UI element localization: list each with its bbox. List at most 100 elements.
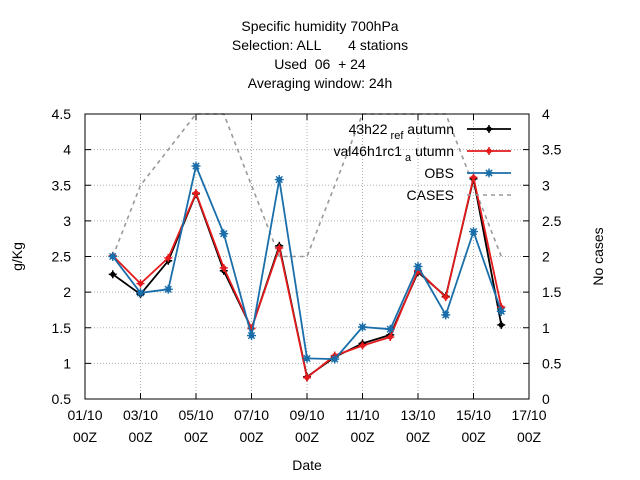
- data-point: [192, 189, 200, 198]
- legend-subscript: a: [402, 152, 412, 164]
- grid-layer: [85, 114, 529, 399]
- legend-name: OBS: [424, 165, 454, 181]
- data-point: [108, 252, 118, 261]
- data-point-ray: [485, 169, 493, 177]
- data-point: [441, 293, 450, 302]
- y-tick-label: 1: [63, 355, 71, 371]
- data-point-ray: [247, 331, 256, 340]
- x-tick-label: 03/10: [123, 407, 158, 423]
- data-point-ray: [358, 323, 367, 331]
- data-point: [385, 324, 395, 334]
- data-point: [485, 125, 493, 133]
- legend-tail: autumn: [403, 121, 454, 137]
- x-tick-label: 11/10: [346, 407, 380, 423]
- y-tick-label: 4.5: [52, 106, 72, 122]
- data-point-ray: [442, 311, 450, 319]
- x-tick-label: 07/10: [234, 407, 269, 423]
- y2-tick-label: 2.5: [542, 213, 562, 229]
- axis-labels-layer: Date g/Kg No cases: [9, 227, 606, 473]
- y2-tick-label: 3.5: [542, 142, 562, 158]
- data-point: [136, 288, 145, 298]
- y2-tick-label: 3: [542, 177, 550, 193]
- legend-name: 43h22: [349, 121, 388, 137]
- data-point: [302, 353, 312, 363]
- y-tick-label: 3: [63, 213, 71, 229]
- chart-title-line-4: Averaging window: 24h: [247, 75, 393, 91]
- x-tick-label: 00Z: [350, 429, 375, 445]
- data-point: [330, 354, 340, 364]
- x-tick-label: 00Z: [406, 429, 431, 445]
- chart-title-line-2: Selection: ALL 4 stations: [231, 37, 409, 53]
- data-point: [358, 322, 367, 332]
- y-axis-label: g/Kg: [9, 242, 25, 271]
- data-point-ray: [275, 175, 283, 184]
- y2-tick-label: 1: [542, 320, 550, 336]
- x-tick-label: 00Z: [128, 429, 153, 445]
- data-point-ray: [414, 262, 422, 271]
- data-point: [163, 284, 173, 294]
- legend-label: CASES: [407, 187, 454, 203]
- data-point-ray: [303, 354, 311, 363]
- data-point-ray: [386, 325, 394, 333]
- data-point: [136, 279, 145, 288]
- x-tick-label: 05/10: [178, 407, 213, 423]
- data-point-ray: [109, 252, 117, 261]
- y2-tick-label: 0: [542, 391, 550, 407]
- data-point-ray: [331, 355, 339, 363]
- x-tick-label: 00Z: [239, 429, 264, 445]
- data-point: [358, 341, 367, 350]
- data-point-ray: [497, 307, 505, 316]
- data-point: [469, 173, 478, 182]
- legend-label: val46h1rc1 a utumn: [334, 143, 455, 164]
- legend-tail: utumn: [411, 143, 454, 159]
- data-point-ray: [469, 227, 478, 236]
- y2-axis-label: No cases: [590, 227, 606, 285]
- data-point-ray: [136, 289, 145, 297]
- x-tick-label: 01/10: [67, 407, 102, 423]
- data-point: [484, 168, 494, 178]
- data-point-ray: [220, 230, 228, 238]
- x-tick-label: 17/10: [511, 407, 546, 423]
- y-tick-label: 4: [63, 142, 71, 158]
- data-point: [219, 229, 229, 239]
- y-tick-label: 2: [63, 284, 71, 300]
- data-point: [219, 263, 228, 272]
- x-tick-label: 00Z: [295, 429, 320, 445]
- legend-label: 43h22 ref autumn: [349, 121, 454, 142]
- legend-subscript: ref: [388, 130, 405, 142]
- data-point: [275, 243, 284, 252]
- data-point: [497, 320, 506, 329]
- y-tick-label: 2.5: [52, 249, 72, 265]
- chart-title-line-1: Specific humidity 700hPa: [241, 18, 399, 34]
- data-point: [303, 373, 311, 382]
- data-point-ray: [192, 162, 200, 170]
- x-tick-label: 09/10: [289, 407, 324, 423]
- data-point: [274, 175, 284, 185]
- data-point-ray: [164, 285, 172, 293]
- data-point: [191, 161, 201, 171]
- y-tick-label: 0.5: [52, 391, 72, 407]
- legend-name: CASES: [407, 187, 454, 203]
- legend-name: val46h1rc1: [334, 143, 403, 159]
- y2-tick-label: 2: [542, 249, 550, 265]
- y2-tick-label: 0.5: [542, 355, 562, 371]
- data-point: [108, 270, 117, 279]
- x-tick-label: 13/10: [400, 407, 435, 423]
- x-tick-label: 00Z: [184, 429, 209, 445]
- y2-tick-label: 4: [542, 106, 550, 122]
- x-tick-label: 00Z: [73, 429, 98, 445]
- chart-title-line-3: Used 06 + 24: [274, 56, 366, 72]
- legend-label: OBS: [424, 165, 454, 181]
- x-tick-label: 15/10: [456, 407, 491, 423]
- data-point: [496, 306, 506, 316]
- x-tick-label: 00Z: [461, 429, 486, 445]
- y2-tick-label: 1.5: [542, 284, 562, 300]
- data-point: [164, 253, 173, 262]
- ticks-layer: 01/10 00Z 03/10 00Z 05/10 00Z 07/10 00Z 09/10 00Z…: [52, 106, 562, 445]
- data-point: [247, 331, 256, 341]
- y-tick-label: 3.5: [52, 177, 72, 193]
- x-axis-label: Date: [292, 457, 322, 473]
- series-layer: [108, 161, 506, 382]
- x-tick-label: 00Z: [517, 429, 542, 445]
